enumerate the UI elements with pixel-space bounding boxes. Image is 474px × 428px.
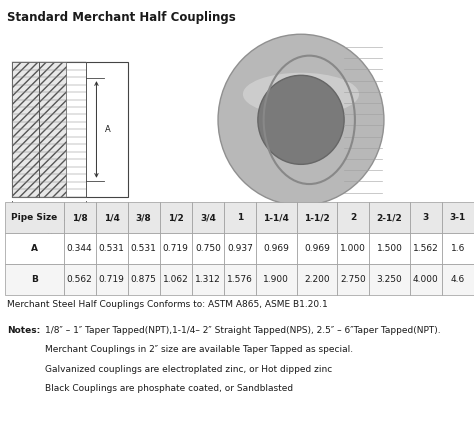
Text: B: B [31, 275, 37, 284]
Bar [96, 264, 128, 295]
Bar [224, 264, 256, 295]
Text: Merchant Couplings in 2″ size are available Taper Tapped as special.: Merchant Couplings in 2″ size are availa… [45, 345, 353, 354]
Text: 2.750: 2.750 [340, 275, 366, 284]
Text: 1/8: 1/8 [72, 213, 87, 223]
Bar [256, 233, 297, 264]
Bar [369, 264, 410, 295]
Text: 4.6: 4.6 [451, 275, 465, 284]
Text: 3/8: 3/8 [136, 213, 152, 223]
Text: 0.562: 0.562 [67, 275, 92, 284]
Bar [297, 202, 337, 233]
Bar [64, 233, 96, 264]
Bar [297, 264, 337, 295]
Bar [442, 202, 474, 233]
Text: 2-1/2: 2-1/2 [377, 213, 402, 223]
Text: 0.969: 0.969 [264, 244, 289, 253]
Bar [297, 233, 337, 264]
Text: Galvanized couplings are electroplated zinc, or Hot dipped zinc: Galvanized couplings are electroplated z… [45, 365, 332, 374]
Bar [337, 233, 369, 264]
Text: 4.000: 4.000 [413, 275, 439, 284]
Text: 0.937: 0.937 [227, 244, 253, 253]
Text: 0.875: 0.875 [131, 275, 156, 284]
Bar [128, 202, 160, 233]
Text: 1.900: 1.900 [264, 275, 289, 284]
Text: 1-1/4: 1-1/4 [264, 213, 289, 223]
Ellipse shape [218, 34, 384, 205]
Bar [224, 233, 256, 264]
Bar [256, 202, 297, 233]
Text: 2: 2 [350, 213, 356, 223]
Ellipse shape [258, 75, 344, 164]
Text: 1: 1 [237, 213, 243, 223]
Bar [64, 264, 96, 295]
Bar [337, 264, 369, 295]
Text: 1.000: 1.000 [340, 244, 366, 253]
Text: 0.750: 0.750 [195, 244, 221, 253]
Text: 2.200: 2.200 [304, 275, 330, 284]
Text: 1/8″ – 1″ Taper Tapped(NPT),1-1/4– 2″ Straight Tapped(NPS), 2.5″ – 6″Taper Tappe: 1/8″ – 1″ Taper Tapped(NPT),1-1/4– 2″ St… [45, 326, 441, 335]
Bar [12, 62, 128, 197]
Bar [12, 62, 66, 197]
Text: 1-1/2: 1-1/2 [304, 213, 330, 223]
Text: 3/4: 3/4 [200, 213, 216, 223]
Text: 1.562: 1.562 [413, 244, 439, 253]
Bar [410, 202, 442, 233]
Bar [128, 233, 160, 264]
Bar [160, 233, 192, 264]
Text: 0.531: 0.531 [99, 244, 125, 253]
Bar [192, 264, 224, 295]
Bar [64, 202, 96, 233]
Bar [192, 233, 224, 264]
Text: 0.969: 0.969 [304, 244, 330, 253]
Text: 0.719: 0.719 [163, 244, 189, 253]
Text: Standard Merchant Half Couplings: Standard Merchant Half Couplings [7, 11, 236, 24]
Text: 1/2: 1/2 [168, 213, 183, 223]
Text: 0.719: 0.719 [99, 275, 125, 284]
Text: Merchant Steel Half Couplings Conforms to: ASTM A865, ASME B1.20.1: Merchant Steel Half Couplings Conforms t… [7, 300, 328, 309]
Text: 3: 3 [423, 213, 429, 223]
Bar [96, 202, 128, 233]
Text: A: A [105, 125, 111, 134]
Bar [5, 202, 64, 233]
Text: 1.062: 1.062 [163, 275, 189, 284]
Bar [192, 202, 224, 233]
Text: 1/4: 1/4 [104, 213, 119, 223]
Ellipse shape [243, 73, 359, 116]
Bar [410, 233, 442, 264]
Bar [160, 264, 192, 295]
Bar [256, 264, 297, 295]
Text: 0.344: 0.344 [67, 244, 92, 253]
Text: 3.250: 3.250 [377, 275, 402, 284]
Bar [224, 202, 256, 233]
Bar [369, 202, 410, 233]
Bar [5, 233, 64, 264]
Text: 1.6: 1.6 [451, 244, 465, 253]
Bar [410, 264, 442, 295]
Bar [369, 233, 410, 264]
Text: Notes:: Notes: [7, 326, 40, 335]
Text: 3-1: 3-1 [450, 213, 466, 223]
Bar [442, 264, 474, 295]
Bar [96, 233, 128, 264]
Text: 0.531: 0.531 [131, 244, 156, 253]
Bar [337, 202, 369, 233]
Text: 1.576: 1.576 [227, 275, 253, 284]
Text: 1.312: 1.312 [195, 275, 221, 284]
Bar [160, 202, 192, 233]
Text: Black Couplings are phosphate coated, or Sandblasted: Black Couplings are phosphate coated, or… [45, 384, 293, 393]
Text: A: A [31, 244, 37, 253]
Text: Pipe Size: Pipe Size [11, 213, 57, 223]
Bar [128, 264, 160, 295]
Bar [442, 233, 474, 264]
Text: B: B [46, 231, 52, 240]
Bar [5, 264, 64, 295]
Text: 1.500: 1.500 [377, 244, 402, 253]
